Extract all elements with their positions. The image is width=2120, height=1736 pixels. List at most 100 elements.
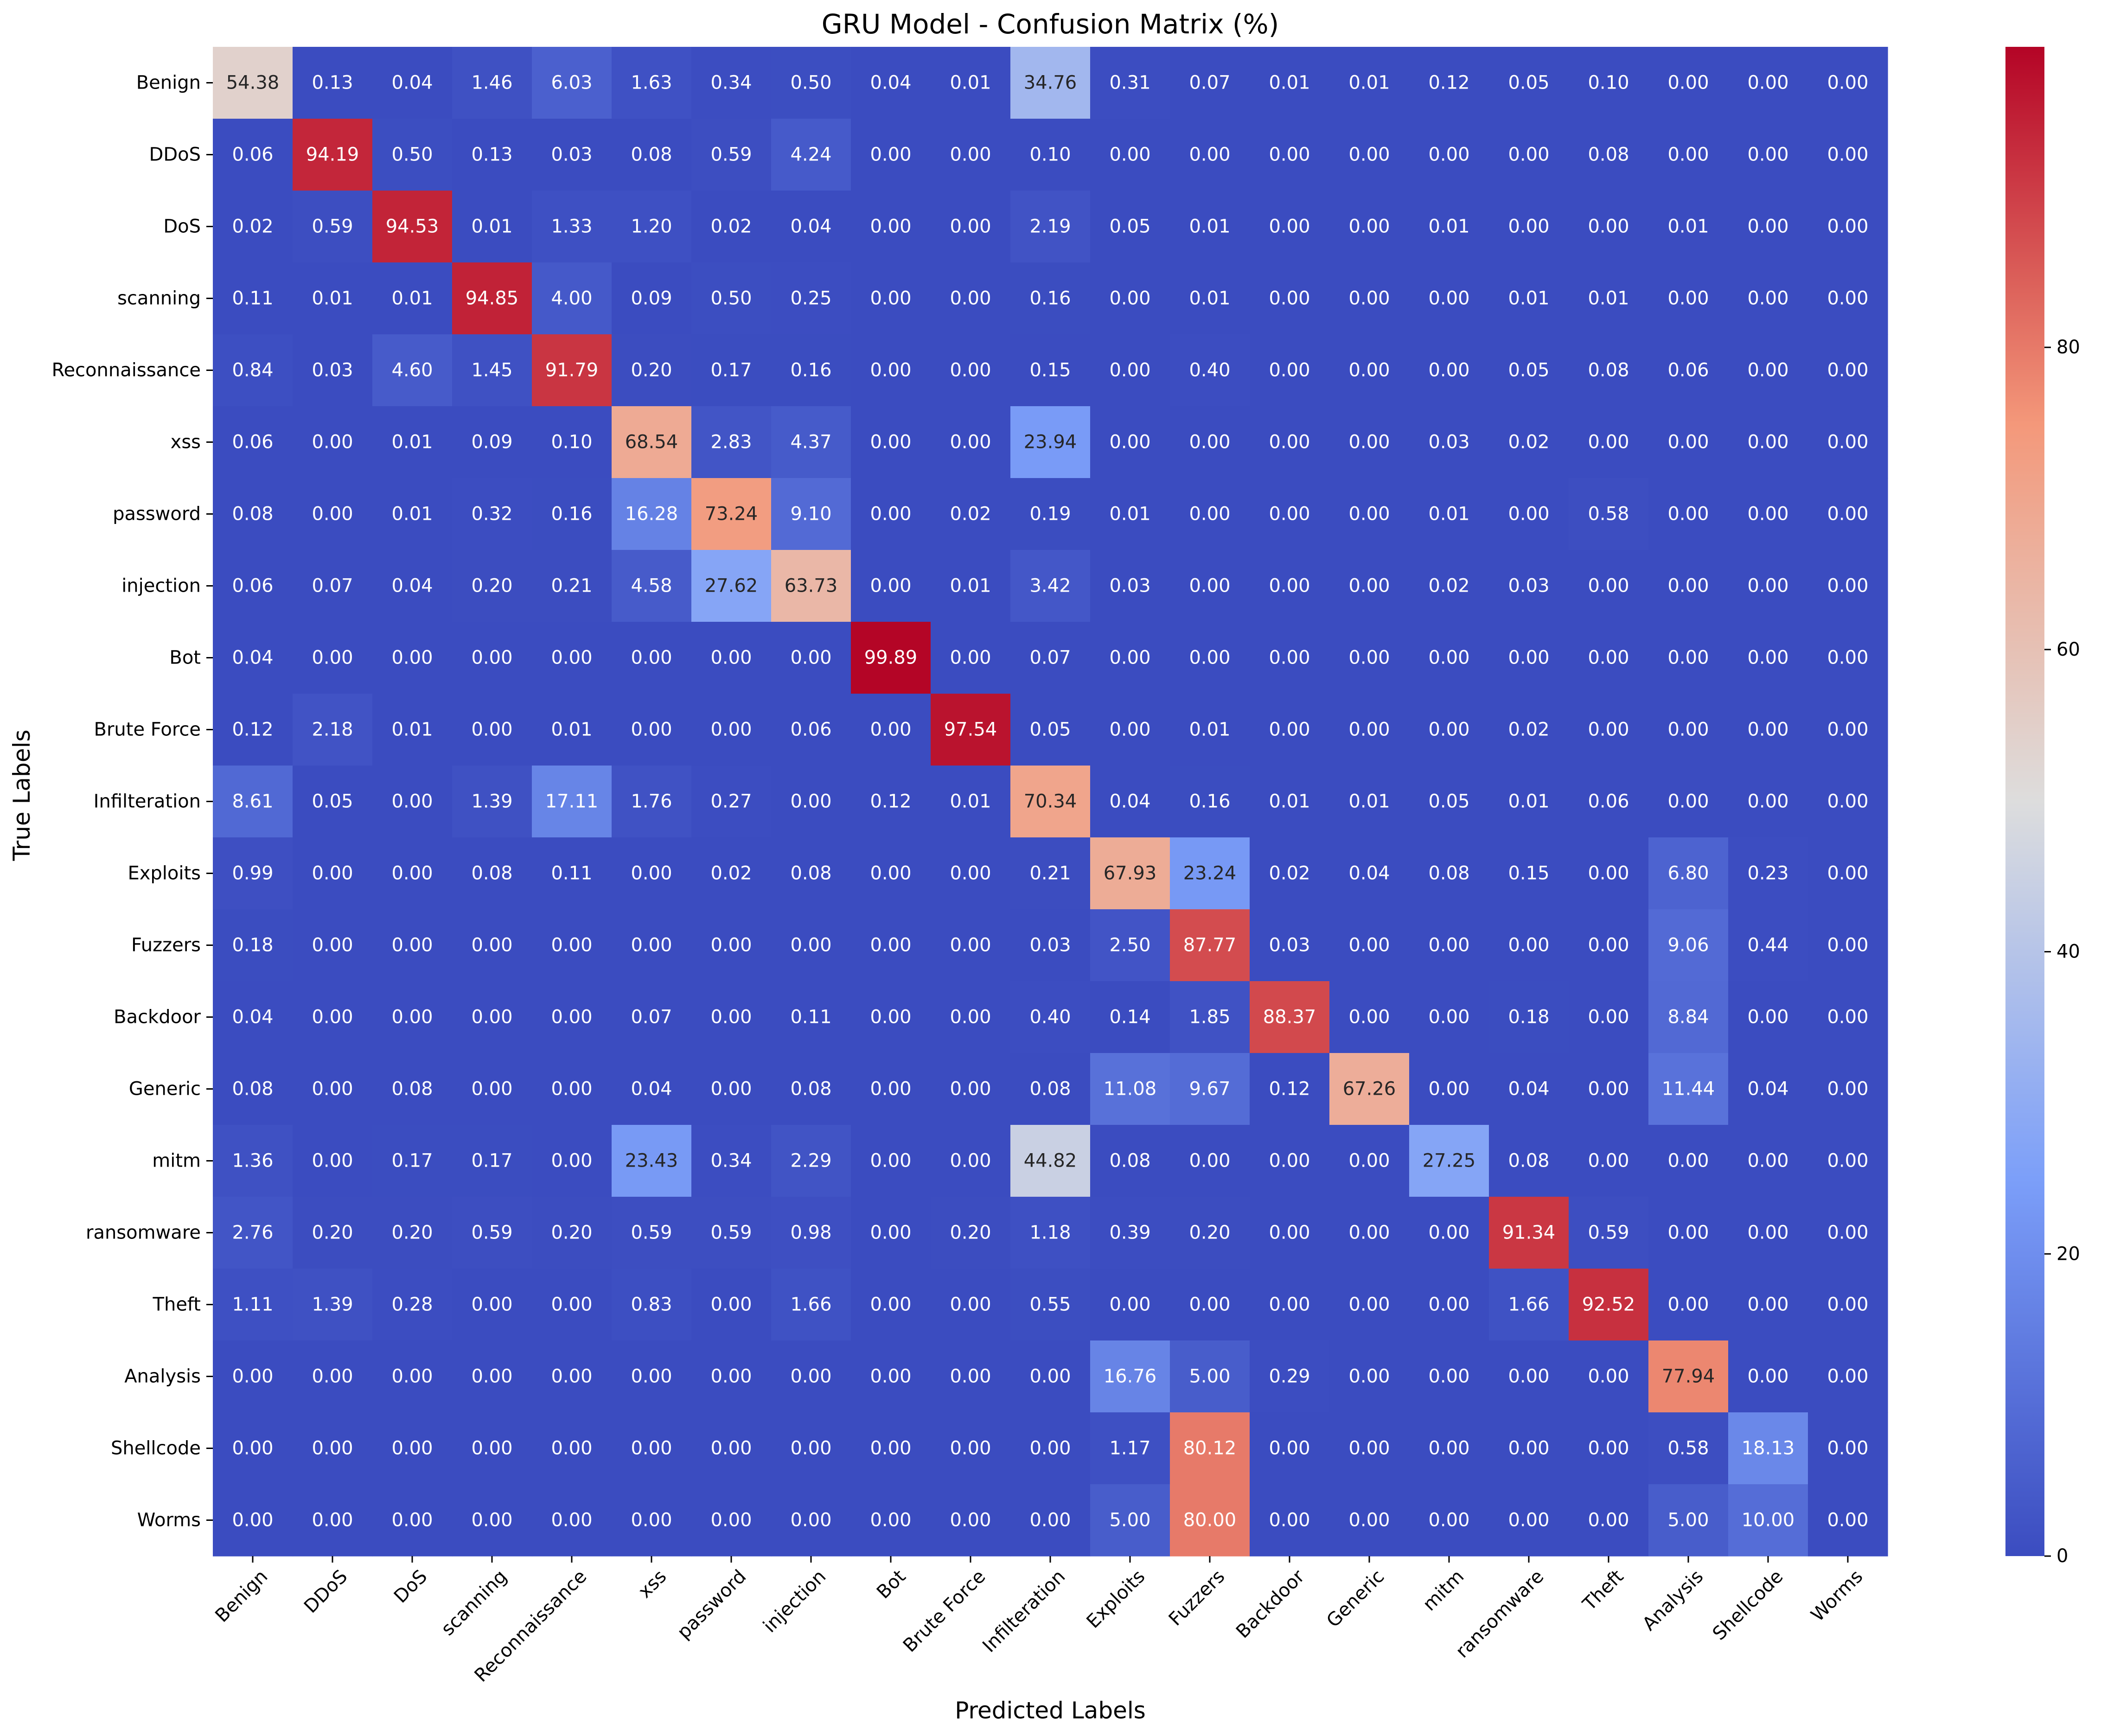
heatmap-cell (532, 1340, 612, 1413)
cell-value-label: 0.00 (710, 719, 752, 740)
heatmap-cell (931, 334, 1011, 407)
heatmap-cell (1569, 550, 1649, 622)
heatmap-cell (612, 837, 692, 910)
y-tick-label: Exploits (128, 863, 201, 884)
heatmap-cell (1569, 1125, 1649, 1197)
cell-value-label: 0.00 (1348, 216, 1390, 237)
cell-value-label: 0.00 (1747, 72, 1788, 94)
cell-value-label: 0.00 (1269, 144, 1310, 166)
heatmap-cell (532, 550, 612, 622)
cell-value-label: 0.00 (710, 1294, 752, 1315)
cell-value-label: 0.12 (1428, 72, 1469, 94)
heatmap-cell (1250, 478, 1330, 550)
heatmap-cell (1728, 981, 1808, 1053)
heatmap-cell (532, 1484, 612, 1557)
heatmap-cell (372, 1412, 453, 1485)
heatmap-cell (293, 981, 373, 1053)
cell-value-label: 0.00 (1827, 647, 1868, 669)
heatmap-cell (931, 909, 1011, 982)
cell-value-label: 0.00 (551, 1366, 592, 1387)
cell-value-label: 0.00 (471, 935, 512, 956)
cell-value-label: 0.08 (1588, 360, 1629, 381)
heatmap-cell (1648, 478, 1729, 550)
heatmap-cell (452, 119, 532, 191)
cell-value-label: 0.00 (1109, 432, 1150, 453)
cell-value-label: 0.00 (1189, 144, 1230, 166)
cell-value-label: 8.61 (232, 791, 273, 812)
heatmap-cell (1409, 406, 1489, 479)
y-tick-label: scanning (117, 288, 201, 309)
cell-value-label: 0.20 (950, 1222, 991, 1244)
heatmap-cell (931, 981, 1011, 1053)
heatmap-cell (1728, 837, 1808, 910)
heatmap-cell (612, 909, 692, 982)
heatmap-cell (851, 478, 931, 550)
heatmap-cell (1728, 1197, 1808, 1269)
heatmap-cell (1648, 694, 1729, 766)
heatmap-cell (1170, 1484, 1250, 1557)
heatmap-cell (612, 550, 692, 622)
heatmap-cell (771, 981, 851, 1053)
cell-value-label: 2.18 (312, 719, 353, 740)
cell-value-label: 54.38 (226, 72, 280, 94)
heatmap-cell (1170, 694, 1250, 766)
cell-value-label: 0.00 (950, 1510, 991, 1531)
heatmap-cell (851, 47, 931, 119)
heatmap-cell (691, 837, 772, 910)
cell-value-label: 0.01 (1348, 72, 1390, 94)
cell-value-label: 5.00 (1667, 1510, 1709, 1531)
y-tick-label: Analysis (124, 1366, 201, 1387)
heatmap-cell (1808, 981, 1888, 1053)
heatmap-cell (931, 1125, 1011, 1197)
cell-value-label: 0.02 (1428, 575, 1469, 597)
heatmap-cell (1329, 1053, 1410, 1125)
cell-value-label: 9.06 (1667, 935, 1709, 956)
cell-value-label: 0.20 (631, 360, 672, 381)
cell-value-label: 0.00 (1109, 719, 1150, 740)
heatmap-cell (1569, 909, 1649, 982)
cell-value-label: 0.00 (870, 935, 911, 956)
cell-value-label: 0.00 (1667, 1294, 1709, 1315)
heatmap-cell (771, 1197, 851, 1269)
heatmap-cell (691, 909, 772, 982)
cell-value-label: 0.98 (790, 1222, 831, 1244)
heatmap-cell (851, 766, 931, 838)
cell-value-label: 0.59 (710, 1222, 752, 1244)
x-tick-label: Exploits (1082, 1566, 1149, 1633)
heatmap-cell (1409, 1125, 1489, 1197)
heatmap-cell (1569, 1197, 1649, 1269)
heatmap-cell (1489, 1484, 1569, 1557)
cell-value-label: 0.00 (1348, 144, 1390, 166)
heatmap-cell (1010, 334, 1091, 407)
cell-value-label: 0.01 (391, 432, 433, 453)
heatmap-cell (1728, 1125, 1808, 1197)
heatmap-cell (771, 622, 851, 694)
heatmap-cell (771, 1269, 851, 1341)
cell-value-label: 1.11 (232, 1294, 273, 1315)
cell-value-label: 0.01 (1189, 216, 1230, 237)
y-tick-label: Backdoor (114, 1007, 201, 1028)
colorbar-tick-label: 0 (2056, 1545, 2068, 1567)
cell-value-label: 0.00 (1508, 504, 1549, 525)
heatmap-cell (372, 1197, 453, 1269)
heatmap-cell (1569, 119, 1649, 191)
cell-value-label: 0.00 (870, 575, 911, 597)
heatmap-cell (1090, 622, 1170, 694)
cell-value-label: 0.00 (312, 1366, 353, 1387)
heatmap-cell (1090, 1484, 1170, 1557)
cell-value-label: 0.20 (312, 1222, 353, 1244)
heatmap-cell (1250, 694, 1330, 766)
cell-value-label: 0.23 (1747, 863, 1788, 884)
cell-value-label: 0.01 (391, 288, 433, 309)
heatmap-cell (293, 406, 373, 479)
heatmap-cell (452, 1412, 532, 1485)
heatmap-cell (1648, 1197, 1729, 1269)
cell-value-label: 0.08 (471, 863, 512, 884)
cell-value-label: 0.00 (950, 1150, 991, 1172)
cell-value-label: 0.00 (1827, 1007, 1868, 1028)
cell-value-label: 0.00 (1348, 935, 1390, 956)
cell-value-label: 0.10 (551, 432, 592, 453)
heatmap-cell (931, 694, 1011, 766)
cell-value-label: 0.00 (232, 1366, 273, 1387)
heatmap-cell (1728, 550, 1808, 622)
